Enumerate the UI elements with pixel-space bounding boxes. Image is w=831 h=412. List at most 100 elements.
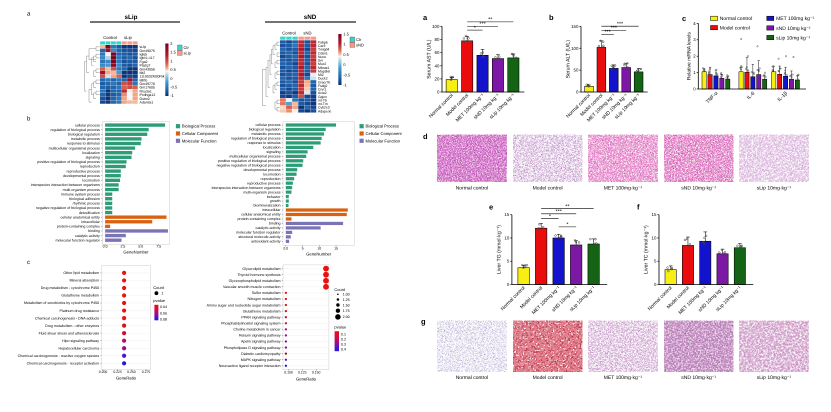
svg-text:0: 0 xyxy=(693,86,696,91)
svg-text:0: 0 xyxy=(343,62,346,67)
svg-text:Model control: Model control xyxy=(720,26,750,32)
svg-text:0: 0 xyxy=(507,282,510,287)
svg-text:multi-organism process: multi-organism process xyxy=(243,190,280,194)
svg-text:Pcdhga12: Pcdhga12 xyxy=(140,93,156,97)
svg-text:structural molecule activity: structural molecule activity xyxy=(238,235,280,239)
svg-text:-1: -1 xyxy=(343,83,347,88)
svg-text:Normal control: Normal control xyxy=(720,16,753,22)
svg-text:***: *** xyxy=(604,30,611,36)
svg-text:reproduction: reproduction xyxy=(80,165,100,169)
svg-text:sLfp: sLfp xyxy=(140,45,147,49)
svg-text:sLip 10mg·kg⁻¹: sLip 10mg·kg⁻¹ xyxy=(757,185,792,191)
svg-text:negative regulation of biologi: negative regulation of biological proces… xyxy=(217,163,281,167)
svg-text:binding: binding xyxy=(88,229,100,233)
svg-text:2: 2 xyxy=(170,41,173,46)
svg-text:-0.5: -0.5 xyxy=(170,85,178,90)
svg-text:biomineralization: biomineralization xyxy=(254,204,281,208)
svg-text:Liver TG (mmol·kg⁻¹): Liver TG (mmol·kg⁻¹) xyxy=(496,225,502,274)
svg-text:0.5: 0.5 xyxy=(343,52,349,57)
svg-text:60: 60 xyxy=(435,50,440,55)
svg-text:protein-containing complex: protein-containing complex xyxy=(57,225,100,229)
svg-text:0.06: 0.06 xyxy=(160,311,167,315)
svg-text:0.150: 0.150 xyxy=(312,370,321,374)
svg-text:d: d xyxy=(423,132,428,141)
svg-text:0.275: 0.275 xyxy=(142,370,151,374)
svg-text:pvalue: pvalue xyxy=(153,298,166,303)
svg-text:negative regulation of biologi: negative regulation of biological proces… xyxy=(36,206,100,210)
svg-text:2: 2 xyxy=(693,54,696,59)
svg-text:mt-Tm: mt-Tm xyxy=(318,102,328,106)
svg-text:protein-containing complex: protein-containing complex xyxy=(238,217,281,221)
svg-text:Glycerophospholipid metabolism: Glycerophospholipid metabolism xyxy=(229,279,281,283)
svg-text:reproductive process: reproductive process xyxy=(66,169,100,173)
svg-text:100: 100 xyxy=(432,24,440,29)
svg-text:20: 20 xyxy=(435,76,440,81)
svg-text:developmental process: developmental process xyxy=(244,168,281,172)
svg-text:Muc2: Muc2 xyxy=(318,62,326,66)
svg-text:PPAR signaling pathway: PPAR signaling pathway xyxy=(241,315,280,319)
svg-text:Drug metabolism - cytochrome P: Drug metabolism - cytochrome P450 xyxy=(41,286,99,290)
svg-text:Molecular Function: Molecular Function xyxy=(182,138,217,143)
svg-text:behavior: behavior xyxy=(267,195,282,199)
svg-text:-0.5: -0.5 xyxy=(343,72,351,77)
svg-text:reproductive process: reproductive process xyxy=(247,181,281,185)
svg-text:***: *** xyxy=(611,26,618,32)
svg-text:response to stimulus: response to stimulus xyxy=(67,142,100,146)
svg-text:Control: Control xyxy=(282,31,296,36)
svg-text:b: b xyxy=(549,13,554,22)
svg-text:sND: sND xyxy=(303,31,311,36)
svg-text:Hipo signaling pathway: Hipo signaling pathway xyxy=(62,339,99,343)
svg-text:Glycerolipid metabolism: Glycerolipid metabolism xyxy=(242,267,280,271)
svg-text:Apelin signaling pathway: Apelin signaling pathway xyxy=(241,340,281,344)
svg-text:locomotion: locomotion xyxy=(82,179,99,183)
svg-text:Metabolism of xenobiotics by c: Metabolism of xenobiotics by cytochrome … xyxy=(24,301,99,305)
svg-text:sND 10mg·kg⁻¹: sND 10mg·kg⁻¹ xyxy=(681,185,716,191)
svg-text:Cellular Component: Cellular Component xyxy=(182,131,219,136)
svg-text:cellular anatomical entity: cellular anatomical entity xyxy=(60,215,100,219)
svg-text:Fluid shear stress and atheros: Fluid shear stress and atherosclerosis xyxy=(39,331,100,335)
svg-text:Adamts1: Adamts1 xyxy=(140,100,154,104)
svg-text:f: f xyxy=(637,203,640,212)
svg-text:5.0: 5.0 xyxy=(138,245,143,249)
svg-text:0: 0 xyxy=(437,90,440,95)
svg-text:MET 100mg kg⁻¹: MET 100mg kg⁻¹ xyxy=(776,16,814,22)
svg-text:Adapcoe: Adapcoe xyxy=(318,109,331,113)
svg-text:Ctr: Ctr xyxy=(184,45,190,50)
svg-text:Cdsn1: Cdsn1 xyxy=(318,51,328,55)
svg-text:response to stimulus: response to stimulus xyxy=(248,141,281,145)
svg-text:Tmigd4: Tmigd4 xyxy=(318,48,329,52)
svg-text:40: 40 xyxy=(435,63,440,68)
svg-text:10: 10 xyxy=(504,235,509,240)
svg-text:*: * xyxy=(474,25,477,31)
svg-text:4: 4 xyxy=(693,21,696,26)
svg-text:1110032M30Rik: 1110032M30Rik xyxy=(140,75,165,79)
svg-text:Glutathione metabolism: Glutathione metabolism xyxy=(61,294,99,298)
svg-text:Chemical carcinogenesis - DNA: Chemical carcinogenesis - DNA adducts xyxy=(35,316,99,320)
svg-text:Gm17605: Gm17605 xyxy=(140,86,155,90)
svg-text:15: 15 xyxy=(652,212,657,217)
svg-text:metabolic process: metabolic process xyxy=(71,137,100,141)
svg-text:Gm49778: Gm49778 xyxy=(140,82,155,86)
svg-text:Diabetic cardiomyopathy: Diabetic cardiomyopathy xyxy=(241,352,281,356)
svg-text:1: 1 xyxy=(170,58,173,63)
svg-text:Ctr: Ctr xyxy=(356,37,362,42)
svg-text:1: 1 xyxy=(343,42,346,47)
svg-text:Mfrlb: Mfrlb xyxy=(140,78,148,82)
svg-text:Serum ALT (U/L): Serum ALT (U/L) xyxy=(566,40,572,79)
svg-text:Control: Control xyxy=(103,35,117,40)
svg-text:c: c xyxy=(682,14,686,23)
svg-text:0.04: 0.04 xyxy=(160,305,167,309)
svg-text:sND 10mg·kg⁻¹: sND 10mg·kg⁻¹ xyxy=(681,375,716,381)
svg-text:0.250: 0.250 xyxy=(127,370,136,374)
svg-text:50: 50 xyxy=(574,68,579,73)
svg-text:localization: localization xyxy=(263,146,281,150)
svg-text:***: *** xyxy=(617,21,624,27)
svg-text:**: ** xyxy=(565,204,570,210)
svg-text:0.0: 0.0 xyxy=(103,245,108,249)
svg-text:Drug metabolism - other enzyme: Drug metabolism - other enzymes xyxy=(45,324,99,328)
svg-text:rhythmic process: rhythmic process xyxy=(73,202,100,206)
svg-text:regulation of biological proce: regulation of biological process xyxy=(50,128,100,132)
svg-text:molecular function regulator: molecular function regulator xyxy=(55,238,100,242)
svg-text:Choline metabolism in cancer: Choline metabolism in cancer xyxy=(233,328,281,332)
svg-text:15: 15 xyxy=(504,212,509,217)
